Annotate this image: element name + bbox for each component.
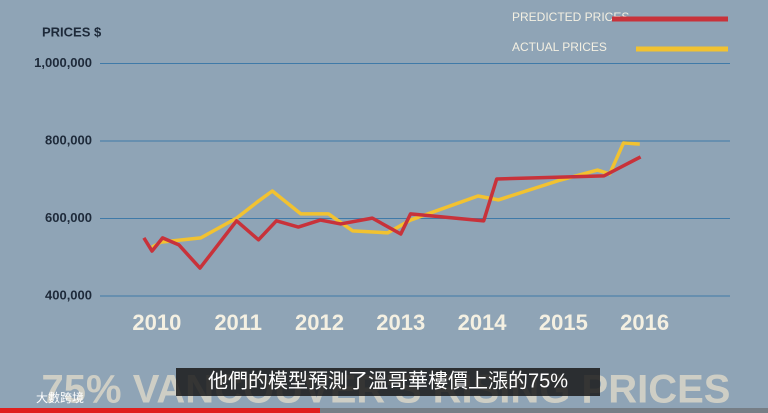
series-line xyxy=(151,141,640,249)
progress-bar[interactable] xyxy=(0,408,320,413)
legend-label: ACTUAL PRICES xyxy=(512,40,607,54)
x-tick-label: 2015 xyxy=(539,310,588,335)
caption: 他們的模型預測了溫哥華樓價上漲的75% xyxy=(208,369,568,392)
progress-track[interactable] xyxy=(0,408,768,413)
y-axis-label: PRICES $ xyxy=(42,24,102,39)
watermark: 大數跨境 xyxy=(36,390,84,405)
x-tick-label: 2011 xyxy=(214,310,262,335)
x-tick-label: 2016 xyxy=(620,310,669,335)
series-line xyxy=(142,155,642,270)
y-tick-label: 1,000,000 xyxy=(34,55,92,70)
x-tick-label: 2010 xyxy=(132,310,181,335)
x-tick-label: 2014 xyxy=(458,310,508,335)
y-tick-label: 800,000 xyxy=(45,132,92,147)
caption-box xyxy=(176,368,600,396)
x-tick-label: 2013 xyxy=(376,310,425,335)
legend-label: PREDICTED PRICES xyxy=(512,10,629,24)
x-tick-label: 2012 xyxy=(295,310,344,335)
y-tick-label: 400,000 xyxy=(45,287,92,302)
y-tick-label: 600,000 xyxy=(45,210,92,225)
